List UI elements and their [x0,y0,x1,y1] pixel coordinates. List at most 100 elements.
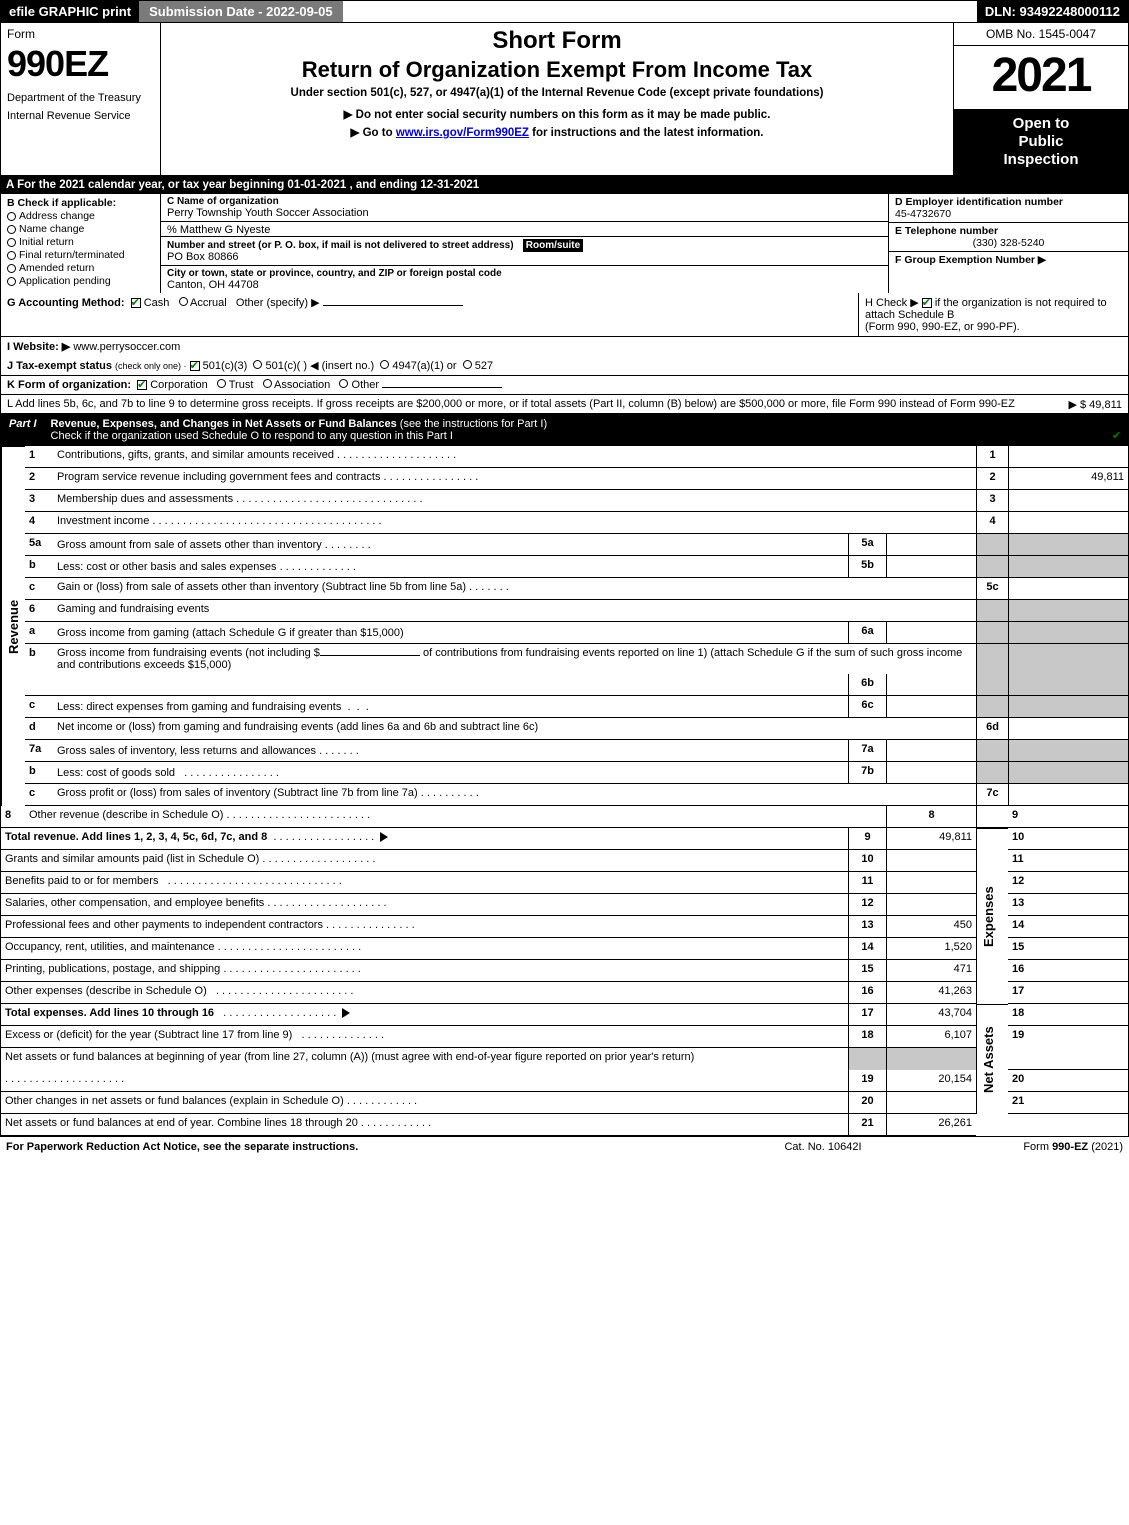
k-o3: Association [274,379,330,391]
l1-num: 1 [25,446,53,468]
chk-initial-return[interactable]: Initial return [7,236,154,248]
l19-shade2 [886,1048,976,1070]
l9-val: 49,811 [886,828,976,850]
chk-cash[interactable] [131,298,141,308]
chk-name-change[interactable]: Name change [7,223,154,235]
l6d-rn: 6d [976,718,1008,740]
chk-corp[interactable] [137,380,147,390]
l8-num: 8 [1,806,25,828]
l6b-spacer [53,674,848,696]
l18-rn: 18 [848,1026,886,1048]
l18-val: 6,107 [886,1026,976,1048]
l3-desc: Membership dues and assessments . . . . … [53,490,976,512]
c-name-label: C Name of organization [167,196,882,207]
footer-center: Cat. No. 10642I [723,1141,923,1153]
dept-treasury: Department of the Treasury [7,91,154,105]
k-o4: Other [352,379,380,391]
goto-prefix: ▶ Go to [351,127,396,139]
l10-desc: Grants and similar amounts paid (list in… [1,850,848,872]
l6b-shade3 [976,674,1008,696]
l6c-sv [886,696,976,718]
row-l: L Add lines 5b, 6c, and 7b to line 9 to … [0,395,1129,414]
efile-button[interactable]: efile GRAPHIC print [1,1,139,22]
chk-h[interactable] [922,298,932,308]
l6a-shade1 [976,622,1008,644]
g-other: Other (specify) ▶ [236,297,320,309]
l6b-shade2 [1008,644,1128,674]
chk-amended-return-label: Amended return [19,262,94,274]
l15-num: 15 [1008,938,1128,960]
chk-part1-scheduleo[interactable] [1112,431,1122,441]
netassets-side-label: Net Assets [976,1004,1008,1114]
l16-desc: Other expenses (describe in Schedule O) … [1,982,848,1004]
l12-num: 12 [1008,872,1128,894]
l7b-sv [886,762,976,784]
chk-final-return[interactable]: Final return/terminated [7,249,154,261]
l14-num: 14 [1008,916,1128,938]
l5a-shade2 [1008,534,1128,556]
l6a-num: a [25,622,53,644]
l21-val: 26,261 [886,1114,976,1136]
l8-rn: 8 [886,806,976,828]
l5c-val [1008,578,1128,600]
l10-rn: 10 [848,850,886,872]
l6a-shade2 [1008,622,1128,644]
l11-rn: 11 [848,872,886,894]
l21-rn: 21 [848,1114,886,1136]
l5b-shade1 [976,556,1008,578]
l18-desc: Excess or (deficit) for the year (Subtra… [1,1026,848,1048]
chk-501c3[interactable] [190,361,200,371]
l7c-val [1008,784,1128,806]
l7b-shade2 [1008,762,1128,784]
room-label: Room/suite [523,239,583,252]
footer-left: For Paperwork Reduction Act Notice, see … [6,1141,723,1153]
l1-desc: Contributions, gifts, grants, and simila… [53,446,976,468]
l4-val [1008,512,1128,534]
footer-right-form: 990-EZ [1052,1141,1088,1153]
row-g: G Accounting Method: Cash Accrual Other … [1,293,858,336]
c-addr-row: Number and street (or P. O. box, if mail… [161,237,888,266]
l8-desc: Other revenue (describe in Schedule O) .… [25,806,886,828]
open-inspection: Open to Public Inspection [954,109,1128,175]
l16-rn: 16 [848,982,886,1004]
arrow-icon [380,832,388,842]
goto-suffix: for instructions and the latest informat… [529,127,764,139]
part1-title-wrap: Revenue, Expenses, and Changes in Net As… [45,415,1128,445]
e-label: E Telephone number [895,225,1122,237]
l7a-sv [886,740,976,762]
chk-amended-return[interactable]: Amended return [7,262,154,274]
l5c-num: c [25,578,53,600]
l2-desc: Program service revenue including govern… [53,468,976,490]
j-o4: 527 [475,360,493,372]
j-label: J Tax-exempt status [7,360,112,372]
l6a-sn: 6a [848,622,886,644]
header-center: Short Form Return of Organization Exempt… [161,23,953,175]
j-o1: 501(c)(3) [203,360,248,372]
l12-desc: Salaries, other compensation, and employ… [1,894,848,916]
l5a-sn: 5a [848,534,886,556]
row-j: J Tax-exempt status (check only one) · 5… [0,356,1129,376]
l6d-val [1008,718,1128,740]
city-label: City or town, state or province, country… [167,268,882,279]
c-careof-row: % Matthew G Nyeste [161,222,888,237]
l14-val: 1,520 [886,938,976,960]
g-cash: Cash [144,297,170,309]
chk-application-pending[interactable]: Application pending [7,275,154,287]
l7b-sn: 7b [848,762,886,784]
goto-link[interactable]: www.irs.gov/Form990EZ [396,127,529,139]
chk-address-change[interactable]: Address change [7,210,154,222]
l7a-sn: 7a [848,740,886,762]
chk-name-change-label: Name change [19,223,84,235]
col-c: C Name of organization Perry Township Yo… [161,194,888,293]
l17-rn: 17 [848,1004,886,1026]
l6b-sn: 6b [848,674,886,696]
l19-num: 19 [1008,1026,1128,1070]
l19-rn: 19 [848,1070,886,1092]
l5a-num: 5a [25,534,53,556]
l10-num: 10 [1008,828,1128,850]
l6c-sn: 6c [848,696,886,718]
l9-desc: Total revenue. Add lines 1, 2, 3, 4, 5c,… [1,828,848,850]
l8-val [976,806,1008,828]
l19-dots: . . . . . . . . . . . . . . . . . . . . [1,1070,848,1092]
l15-desc: Printing, publications, postage, and shi… [1,960,848,982]
